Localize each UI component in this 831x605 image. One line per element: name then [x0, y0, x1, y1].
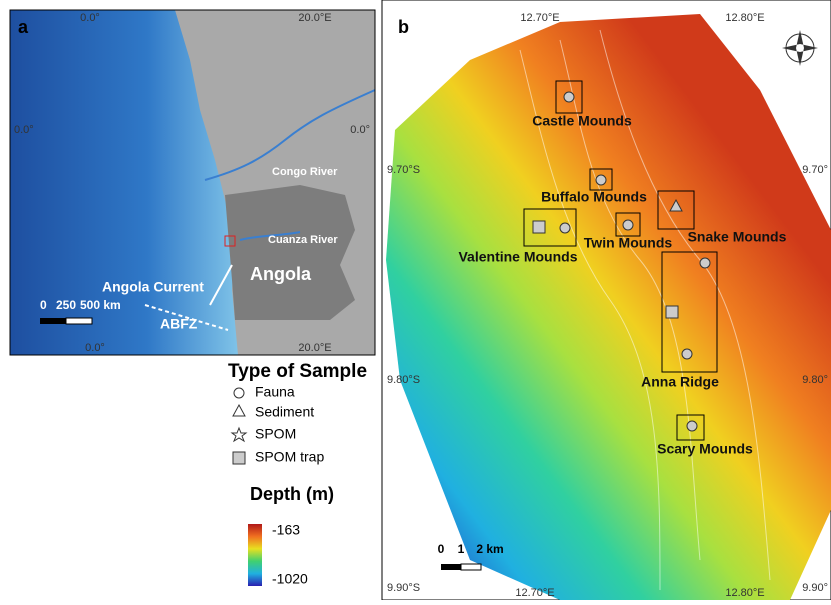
panel-a: a 0.0° 20.0°E 0.0° 0.0° 0.0° 20.0°E Cong… [10, 10, 375, 355]
legend: Type of Sample Fauna Sediment SPOM SPOM … [228, 361, 367, 587]
lat-label: 9.80°S [387, 374, 420, 386]
colorbar-label: -163 [272, 522, 300, 538]
lat-label: 9.90° [802, 582, 828, 594]
scale-bar [441, 564, 461, 570]
figure: a 0.0° 20.0°E 0.0° 0.0° 0.0° 20.0°E Cong… [0, 0, 831, 600]
lat-label: 9.70° [802, 164, 828, 176]
legend-label: Sediment [255, 404, 314, 420]
site-label: Twin Mounds [584, 235, 673, 251]
scale-bar [461, 564, 481, 570]
scale-label: 1 [458, 542, 465, 556]
colorbar [248, 524, 262, 586]
legend-symbol [233, 452, 245, 464]
lon-label: 12.70°E [515, 587, 554, 599]
abfz-label: ABFZ [160, 316, 198, 332]
lon-label: 20.0°E [298, 12, 331, 24]
site-label: Valentine Mounds [458, 249, 577, 265]
scale-label: 0 [40, 298, 47, 312]
lat-label: 9.80° [802, 374, 828, 386]
lon-label: 12.80°E [725, 587, 764, 599]
colorbar-title: Depth (m) [250, 484, 334, 504]
river-label: Cuanza River [268, 234, 338, 246]
lat-label: 9.90°S [387, 582, 420, 594]
lat-label: 0.0° [14, 124, 34, 136]
site-label: Scary Mounds [657, 441, 753, 457]
scale-label: 0 [438, 542, 445, 556]
legend-label: SPOM trap [255, 449, 324, 465]
legend-title: Type of Sample [228, 361, 367, 382]
scale-bar [40, 318, 66, 324]
current-label: Angola Current [102, 279, 204, 295]
lon-label: 20.0°E [298, 342, 331, 354]
lat-label: 0.0° [350, 124, 370, 136]
site-label: Snake Mounds [688, 229, 787, 245]
lon-label: 12.80°E [725, 12, 764, 24]
site-label: Buffalo Mounds [541, 189, 647, 205]
scale-label: 2 km [476, 542, 503, 556]
colorbar-label: -1020 [272, 571, 308, 587]
country-label: Angola [250, 264, 312, 284]
scale-label: 500 km [80, 298, 121, 312]
scale-bar [66, 318, 92, 324]
lon-label: 0.0° [80, 12, 100, 24]
panel-label: b [398, 17, 409, 37]
site-label: Castle Mounds [532, 113, 632, 129]
site-label: Anna Ridge [641, 374, 719, 390]
river-label: Congo River [272, 166, 338, 178]
lat-label: 9.70°S [387, 164, 420, 176]
lon-label: 12.70°E [520, 12, 559, 24]
legend-symbol [232, 428, 246, 441]
legend-symbol [234, 388, 244, 398]
scale-label: 250 [56, 298, 76, 312]
panel-label: a [18, 17, 29, 37]
lon-label: 0.0° [85, 342, 105, 354]
panel-b: b 12.70°E 12.80°E 9.70°S 9.70° 9.80°S 9.… [382, 0, 831, 600]
angola [225, 185, 355, 320]
legend-symbol [233, 405, 245, 416]
legend-label: SPOM [255, 426, 296, 442]
legend-label: Fauna [255, 384, 295, 400]
